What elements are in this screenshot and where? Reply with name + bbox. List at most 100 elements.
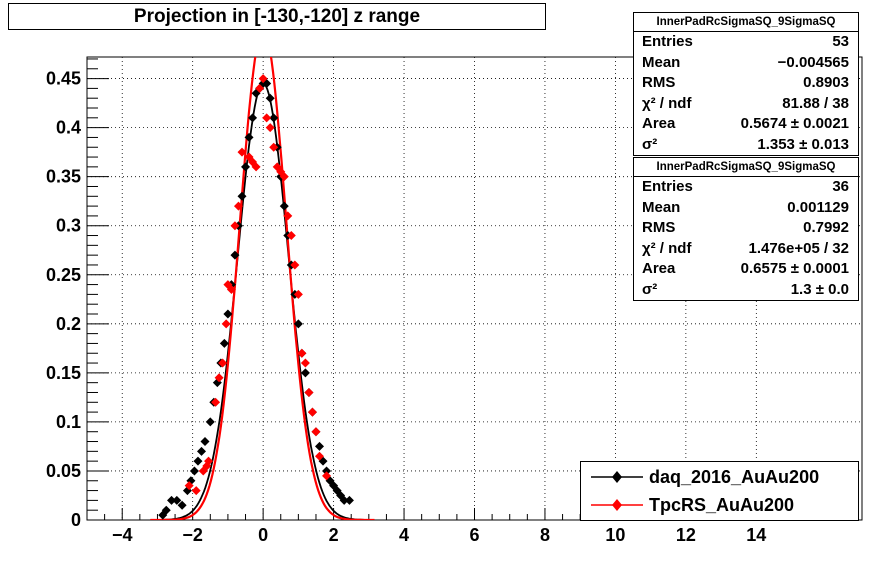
stats-key: Entries [642,178,693,195]
data-point [218,358,228,368]
stats-key: Entries [642,33,693,50]
y-axis: 0 0.05 0.1 0.15 0.2 0.25 0.3 0.35 0.4 0.45 [46,58,109,530]
x-tick-label: 10 [605,525,625,545]
stats-key: RMS [642,74,676,91]
stats-value: −0.004565 [777,53,849,71]
y-tick-label: 0.4 [56,118,81,138]
stats-value: 1.353 ± 0.013 [757,135,849,153]
stats-key: Mean [642,198,681,216]
data-point [226,284,236,294]
data-point [300,368,310,378]
data-point [233,201,243,211]
data-point [262,113,272,123]
legend-entry-daq: daq_2016_AuAu200 [581,464,858,490]
stats-key: Area [642,260,676,277]
stats-row-entries: Entries 36 [634,177,858,198]
stats-row-mean: Mean −0.004565 [634,53,858,74]
stats-value: 53 [832,33,849,50]
stats-box-daq: InnerPadRcSigmaSQ_9SigmaSQ Entries 53 Mea… [633,12,859,156]
stats-value: 0.001129 [787,198,849,216]
data-point [205,417,215,427]
x-tick-label: 12 [676,525,696,545]
data-point [193,456,203,466]
x-tick-label: 8 [540,525,550,545]
stats-row-sigma: σ² 1.353 ± 0.013 [634,135,858,156]
y-tick-label: 0 [71,510,81,530]
legend-label: TpcRS_AuAu200 [649,495,795,515]
data-point [200,437,210,447]
data-point [300,358,310,368]
data-point [211,397,221,407]
x-tick-label: 14 [746,525,766,545]
data-point [230,250,240,260]
data-point [219,338,229,348]
data-point [322,466,332,476]
stats-key: χ² / ndf [642,239,692,257]
y-tick-label: 0.25 [46,265,81,285]
fit-curves [150,57,375,520]
stats-row-rms: RMS 0.7992 [634,218,858,239]
legend-label: daq_2016_AuAu200 [649,467,820,487]
x-axis: −4 −2 0 2 4 6 8 10 12 14 [104,508,845,545]
data-point [196,446,206,456]
stats-value: 0.7992 [803,219,849,236]
chart-title: Projection in [-130,-120] z range [8,3,546,30]
data-point [189,466,199,476]
stats-row-entries: Entries 53 [634,32,858,53]
y-tick-label: 0.35 [46,167,81,187]
data-point [279,201,289,211]
stats-value: 0.8903 [803,74,849,91]
data-point [167,495,177,505]
stats-key: Mean [642,53,681,71]
data-point [258,74,268,84]
data-point [191,486,201,496]
x-tick-label: 4 [399,525,409,545]
stats-title: InnerPadRcSigmaSQ_9SigmaSQ [634,13,858,32]
data-point [290,260,300,270]
data-series [158,74,354,520]
data-point [304,387,314,397]
legend-entry-tpcrs: TpcRS_AuAu200 [581,492,858,518]
stats-value: 0.6575 ± 0.0001 [740,260,849,277]
y-tick-label: 0.15 [46,363,81,383]
data-point [255,83,265,93]
stats-key: σ² [642,280,658,298]
stats-key: σ² [642,135,658,153]
data-point [344,495,354,505]
fit-curve-tpcrs [150,57,375,520]
stats-row-sigma: σ² 1.3 ± 0.0 [634,280,858,301]
x-tick-label: 0 [258,525,268,545]
stats-row-chi2: χ² / ndf 1.476e+05 / 32 [634,239,858,260]
data-point [214,373,224,383]
data-point [293,319,303,329]
stats-row-rms: RMS 0.8903 [634,73,858,94]
data-point [244,132,254,142]
data-point [297,348,307,358]
stats-row-mean: Mean 0.001129 [634,198,858,219]
data-point [269,113,279,123]
data-point [279,172,289,182]
data-point [322,471,332,481]
stats-key: χ² / ndf [642,94,692,112]
stats-value: 0.5674 ± 0.0021 [740,115,849,132]
x-tick-label: −2 [182,525,203,545]
stats-value: 1.3 ± 0.0 [790,280,849,298]
data-point [315,441,324,451]
fit-curve-daq [150,82,375,520]
data-point [339,495,349,505]
stats-key: RMS [642,219,676,236]
data-point [283,211,293,221]
stats-row-chi2: χ² / ndf 81.88 / 38 [634,94,858,115]
data-point [204,456,214,466]
data-point [307,407,317,417]
data-point [237,147,247,157]
x-tick-label: 2 [329,525,339,545]
stats-key: Area [642,115,676,132]
data-point [184,481,194,491]
stats-row-area: Area 0.6575 ± 0.0001 [634,259,858,280]
data-point [251,162,261,172]
y-tick-label: 0.1 [56,412,81,432]
data-point [161,505,171,515]
legend-marker-daq [591,471,643,483]
stats-value: 36 [832,178,849,195]
